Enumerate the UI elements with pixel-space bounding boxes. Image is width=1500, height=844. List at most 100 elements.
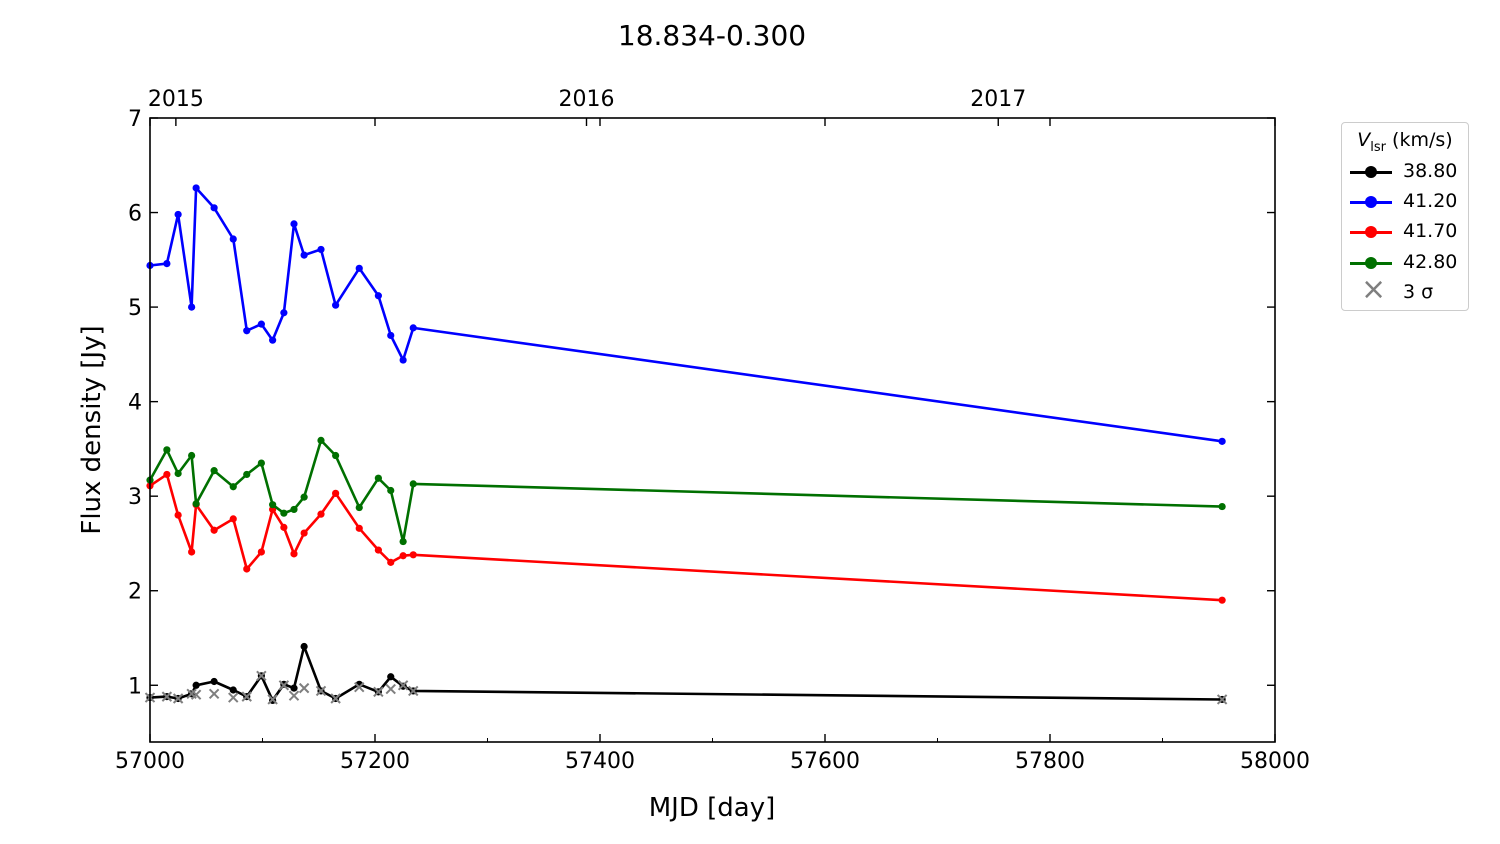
- legend-label: 42.80: [1403, 251, 1458, 273]
- data-point-38-80: [387, 673, 395, 681]
- data-point-38-80: [210, 677, 218, 686]
- data-point-42-80: [188, 451, 196, 460]
- data-point-41-20: [399, 356, 407, 364]
- sigma-x-stroke: [241, 691, 252, 702]
- sigma-x-stroke: [208, 688, 220, 699]
- sigma-x-stroke: [408, 685, 419, 697]
- sigma-x-marker: [385, 683, 396, 695]
- data-point-41-20: [188, 303, 196, 311]
- sigma-x-stroke: [315, 685, 327, 697]
- x-tick-label: 57400: [565, 749, 635, 774]
- data-point-42-80: [387, 486, 395, 495]
- legend-dot-marker: [1365, 226, 1377, 238]
- sigma-x-marker: [408, 685, 419, 697]
- data-point-42-80: [1218, 502, 1226, 511]
- sigma-x-marker: [373, 686, 384, 698]
- x-axis-label: MJD [day]: [649, 793, 776, 823]
- sigma-x-stroke: [354, 681, 365, 693]
- sigma-x-stroke: [278, 680, 290, 691]
- sigma-x-stroke: [256, 670, 267, 682]
- data-point-41-70: [317, 510, 325, 518]
- data-point-41-20: [387, 331, 395, 340]
- data-point-42-80: [243, 470, 251, 479]
- legend-dot-marker: [1365, 196, 1377, 208]
- top-year-label: 2015: [148, 87, 204, 112]
- x-tick-label: 58000: [1240, 749, 1310, 774]
- data-point-38-80: [229, 686, 237, 694]
- data-point-38-80: [290, 684, 298, 692]
- data-point-41-20: [317, 245, 325, 254]
- sigma-x-marker: [241, 691, 252, 702]
- legend-label: 41.20: [1403, 190, 1458, 212]
- data-point-41-70: [257, 548, 265, 556]
- sigma-x-stroke: [385, 683, 396, 695]
- legend-title-subscript: lsr: [1370, 139, 1387, 155]
- legend-label: 41.70: [1403, 220, 1458, 242]
- legend: Vlsr (km/s) 38.80 41.20 41.70 42.80 × 3 …: [1341, 122, 1469, 311]
- legend-dot-marker: [1365, 257, 1377, 269]
- sigma-x-stroke: [288, 690, 300, 701]
- data-point-42-80: [300, 493, 308, 501]
- series-line-41-70: [149, 473, 1223, 602]
- data-point-42-80: [374, 474, 382, 482]
- data-point-42-80: [317, 436, 325, 444]
- legend-x-marker: ×: [1361, 272, 1387, 307]
- x-tick-label: 57000: [115, 749, 185, 774]
- data-point-41-70: [387, 558, 395, 566]
- sigma-x-marker: [288, 690, 300, 701]
- data-point-41-20: [290, 220, 298, 228]
- data-point-41-70: [243, 565, 251, 573]
- legend-title: Vlsr (km/s): [1342, 129, 1468, 155]
- data-point-41-20: [280, 309, 288, 317]
- legend-entry-41-20: 41.20: [1342, 188, 1468, 216]
- legend-title-units: (km/s): [1386, 129, 1453, 151]
- data-point-42-80: [355, 503, 363, 512]
- data-point-41-70: [290, 550, 298, 558]
- data-point-41-20: [210, 204, 218, 212]
- sigma-x-stroke: [228, 692, 239, 703]
- sigma-x-marker: [172, 693, 184, 704]
- data-point-41-20: [174, 210, 182, 219]
- data-point-41-70: [229, 515, 237, 523]
- legend-label: 38.80: [1403, 160, 1458, 182]
- data-point-41-20: [257, 320, 265, 328]
- y-axis-label: Flux density [Jy]: [77, 325, 107, 534]
- sigma-x-marker: [161, 691, 173, 702]
- top-year-label: 2017: [970, 87, 1026, 112]
- data-point-41-70: [332, 489, 340, 497]
- data-point-42-80: [192, 500, 200, 508]
- sigma-x-stroke: [298, 682, 310, 694]
- y-tick-label: 6: [128, 202, 142, 227]
- data-point-42-80: [332, 451, 340, 460]
- data-point-41-70: [163, 470, 171, 479]
- data-point-41-70: [300, 529, 308, 537]
- axes: 57000 57200 57400 57600 57800 58000 2015 2016 20…: [115, 87, 1310, 774]
- chart-title: 18.834-0.300: [618, 19, 806, 52]
- sigma-x-stroke: [373, 686, 384, 698]
- data-point-41-70: [280, 523, 288, 531]
- data-point-41-70: [399, 552, 407, 560]
- data-point-42-80: [280, 509, 288, 517]
- data-point-42-80: [163, 446, 171, 454]
- sigma-x-stroke: [172, 693, 184, 704]
- data-point-38-80: [300, 642, 308, 651]
- y-tick-label: 5: [128, 296, 142, 321]
- sigma-x-marker: [1216, 694, 1228, 705]
- legend-entry-41-70: 41.70: [1342, 218, 1468, 246]
- series-layer: [144, 184, 1228, 705]
- data-point-41-20: [269, 336, 277, 344]
- sigma-x-marker: [228, 692, 239, 703]
- data-point-42-80: [290, 505, 298, 514]
- y-tick-label: 4: [128, 391, 142, 416]
- data-point-42-80: [229, 483, 237, 491]
- data-point-42-80: [409, 480, 417, 488]
- data-point-42-80: [210, 467, 218, 475]
- data-point-41-20: [300, 251, 308, 259]
- sigma-x-marker: [208, 688, 220, 699]
- data-point-41-20: [1218, 437, 1226, 445]
- data-point-41-70: [409, 551, 417, 559]
- legend-entry-38-80: 38.80: [1342, 158, 1468, 186]
- sigma-x-stroke: [330, 693, 341, 704]
- data-point-41-20: [355, 264, 363, 272]
